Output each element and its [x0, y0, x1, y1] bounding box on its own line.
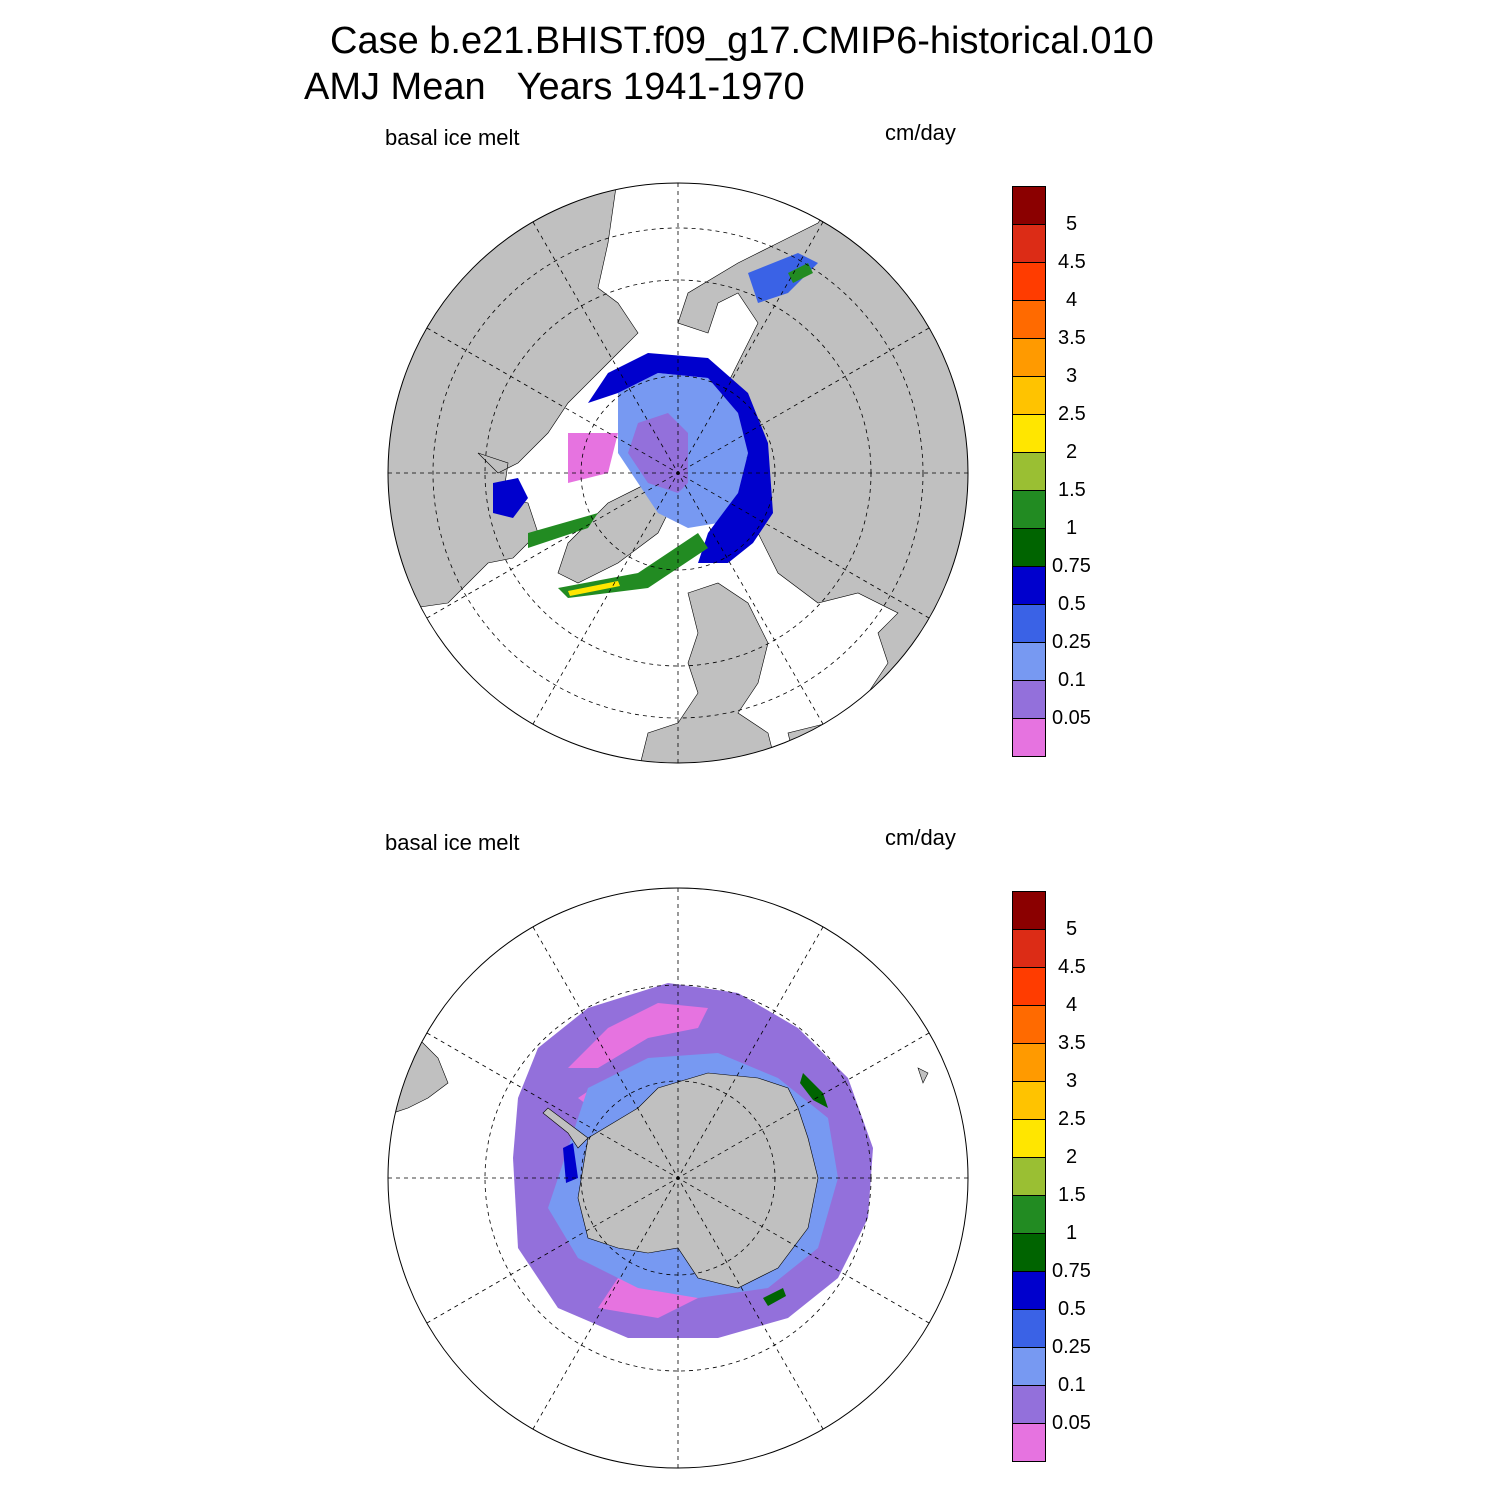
colorbar-tick-label: 1.5 [1058, 479, 1086, 501]
melt-field-green-east [800, 1073, 828, 1108]
colorbar-swatch [1012, 376, 1046, 415]
colorbar-tick-label: 0.05 [1052, 1412, 1091, 1434]
colorbar-tick-label: 5 [1066, 213, 1078, 235]
colorbar-swatch [1012, 1119, 1046, 1158]
antarctic-panel: basal ice melt cm/day [0, 705, 1500, 1469]
colorbar-swatch [1012, 1309, 1046, 1348]
colorbar-swatch [1012, 967, 1046, 1006]
graticule [388, 888, 968, 1468]
melt-field-barents-green [558, 533, 708, 598]
colorbar-swatch [1012, 642, 1046, 681]
land-antarctica [577, 1072, 819, 1289]
colorbar-swatch [1012, 338, 1046, 377]
map-border [387, 887, 969, 1469]
figure-title-line2: AMJ Mean Years 1941-1970 [304, 66, 805, 108]
colorbar: 5 4.5 4 3.5 3 2.5 2 1.5 1 0.75 0.5 0.25 0.1 0.05 [1010, 891, 1130, 1463]
graticule [388, 183, 968, 763]
arctic-polar-map [387, 182, 969, 764]
colorbar-swatch [1012, 1423, 1046, 1462]
melt-field-outer-pink-1 [568, 1003, 708, 1068]
colorbar-swatch [1012, 1347, 1046, 1386]
melt-field-bering-green [788, 263, 813, 283]
melt-field-baffin-green [528, 513, 598, 548]
colorbar-tick-label: 0.1 [1058, 1374, 1086, 1396]
colorbar-tick-label: 2 [1066, 1146, 1078, 1168]
colorbar-tick-label: 0.1 [1058, 669, 1086, 691]
colorbar-swatch [1012, 262, 1046, 301]
melt-field-archipelago [568, 433, 618, 483]
colorbar-swatch [1012, 1005, 1046, 1044]
colorbar-tick-label: 0.5 [1058, 593, 1086, 615]
colorbar-tick-label: 0.5 [1058, 1298, 1086, 1320]
colorbar: 5 4.5 4 3.5 3 2.5 2 1.5 1 0.75 0.5 0.25 0.1 0.05 [1010, 186, 1130, 758]
colorbar-swatch [1012, 224, 1046, 263]
colorbar-swatch [1012, 1043, 1046, 1082]
antarctic-polar-map [387, 887, 969, 1469]
melt-field-arctic-rim [588, 353, 773, 563]
colorbar-tick-label: 2.5 [1058, 403, 1086, 425]
melt-field-green-south [763, 1288, 786, 1306]
variable-label: basal ice melt [385, 830, 520, 855]
colorbar-tick-label: 1 [1066, 517, 1078, 539]
land-africa-tip [917, 1067, 929, 1084]
colorbar-tick-label: 0.75 [1052, 1260, 1091, 1282]
colorbar-swatch [1012, 300, 1046, 339]
colorbar-tick-label: 4.5 [1058, 956, 1086, 978]
colorbar-tick-label: 1.5 [1058, 1184, 1086, 1206]
colorbar-tick-label: 4 [1066, 289, 1078, 311]
colorbar-swatch [1012, 414, 1046, 453]
colorbar-swatch [1012, 452, 1046, 491]
colorbar-swatch [1012, 1385, 1046, 1424]
units-label: cm/day [885, 825, 956, 850]
colorbar-tick-label: 3.5 [1058, 1032, 1086, 1054]
colorbar-tick-label: 4 [1066, 994, 1078, 1016]
colorbar-tick-label: 0.25 [1052, 631, 1091, 653]
colorbar-swatch [1012, 891, 1046, 930]
map-border [387, 182, 969, 764]
colorbar-swatch [1012, 1195, 1046, 1234]
colorbar-swatch [1012, 929, 1046, 968]
colorbar-tick-label: 0.75 [1052, 555, 1091, 577]
colorbar-tick-label: 3.5 [1058, 327, 1086, 349]
variable-label: basal ice melt [385, 125, 520, 150]
colorbar-swatch [1012, 186, 1046, 225]
land-greenland [557, 482, 679, 584]
units-label: cm/day [885, 120, 956, 145]
colorbar-swatch [1012, 1157, 1046, 1196]
land-antarctic-peninsula [542, 1107, 589, 1149]
colorbar-tick-label: 2.5 [1058, 1108, 1086, 1130]
colorbar-tick-label: 0.25 [1052, 1336, 1091, 1358]
colorbar-swatch [1012, 1081, 1046, 1120]
colorbar-tick-label: 3 [1066, 1070, 1078, 1092]
arctic-panel: basal ice melt cm/day [0, 0, 1500, 764]
colorbar-tick-label: 5 [1066, 918, 1078, 940]
colorbar-swatch [1012, 1271, 1046, 1310]
melt-field-hudson-bay [493, 478, 528, 518]
figure-title-line1: Case b.e21.BHIST.f09_g17.CMIP6-historica… [330, 20, 1154, 62]
colorbar-swatch [1012, 1233, 1046, 1272]
colorbar-tick-label: 0.05 [1052, 707, 1091, 729]
colorbar-swatch [1012, 604, 1046, 643]
land-europe [637, 582, 779, 763]
colorbar-swatch [1012, 566, 1046, 605]
melt-field-barents-yellow [568, 581, 620, 596]
colorbar-swatch [1012, 528, 1046, 567]
colorbar-swatch [1012, 490, 1046, 529]
colorbar-tick-label: 3 [1066, 365, 1078, 387]
colorbar-tick-label: 4.5 [1058, 251, 1086, 273]
colorbar-tick-label: 1 [1066, 1222, 1078, 1244]
melt-field-bering [748, 253, 818, 303]
colorbar-tick-label: 2 [1066, 441, 1078, 463]
melt-field-blue-spots [563, 1143, 578, 1183]
colorbar-swatch [1012, 718, 1046, 757]
melt-field-arctic-core [628, 413, 688, 493]
